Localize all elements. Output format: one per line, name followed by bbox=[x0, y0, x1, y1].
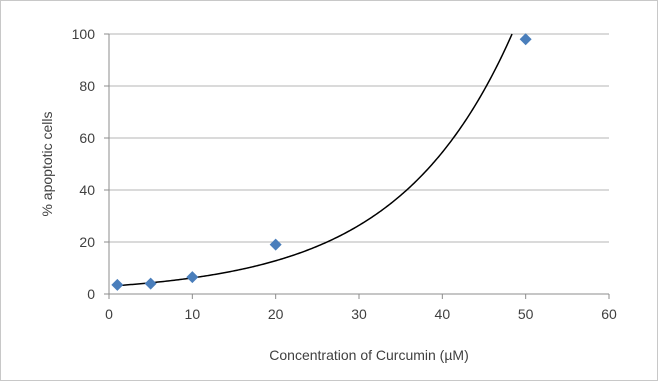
x-tick-label-30: 30 bbox=[351, 306, 367, 322]
y-tick-label-0: 0 bbox=[87, 286, 95, 302]
y-tick-label-40: 40 bbox=[79, 182, 95, 198]
x-tick-label-60: 60 bbox=[601, 306, 617, 322]
exponential-trendline bbox=[117, 33, 513, 287]
axes bbox=[104, 33, 610, 299]
x-tick-label-50: 50 bbox=[518, 306, 534, 322]
data-point-x50 bbox=[519, 33, 532, 46]
data-point-x5 bbox=[144, 277, 157, 290]
x-tick-label-40: 40 bbox=[435, 306, 451, 322]
y-tick-label-60: 60 bbox=[79, 130, 95, 146]
trendline-layer bbox=[117, 33, 513, 287]
x-tick-label-10: 10 bbox=[185, 306, 201, 322]
x-axis-title: Concentration of Curcumin (µM) bbox=[269, 347, 468, 363]
y-tick-label-20: 20 bbox=[79, 234, 95, 250]
y-tick-label-80: 80 bbox=[79, 78, 95, 94]
gridlines bbox=[109, 33, 609, 243]
x-tick-label-20: 20 bbox=[268, 306, 284, 322]
x-tick-label-0: 0 bbox=[105, 306, 113, 322]
data-point-x20 bbox=[269, 238, 282, 251]
data-point-x1 bbox=[111, 278, 124, 291]
data-points bbox=[111, 33, 532, 291]
y-axis-title: % apoptotic cells bbox=[39, 111, 55, 216]
y-tick-label-100: 100 bbox=[72, 26, 96, 42]
data-point-x10 bbox=[186, 271, 199, 284]
tick-labels: 0 20 40 60 80 100 0 10 20 30 40 50 60 bbox=[72, 26, 617, 322]
